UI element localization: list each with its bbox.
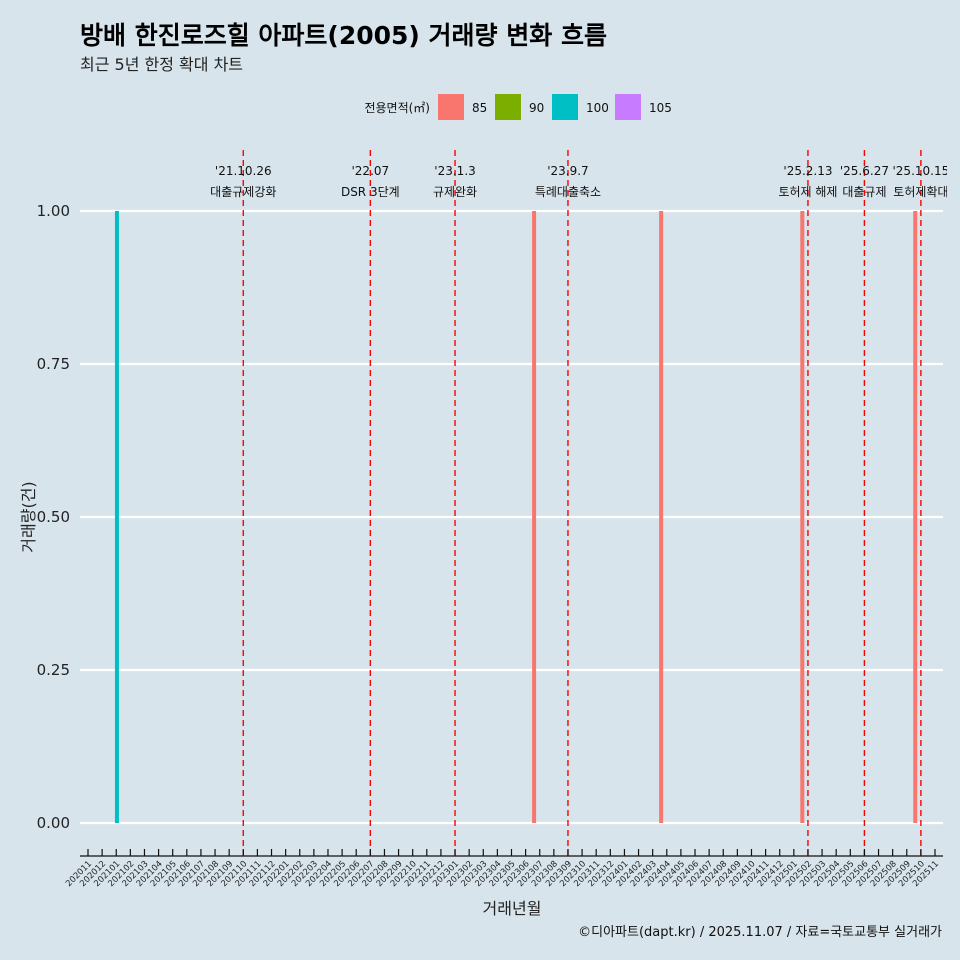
event-label: 규제완화	[433, 185, 477, 199]
bars	[114, 211, 918, 823]
event-date: '25.2.13	[783, 164, 832, 178]
bar-202403-85	[659, 211, 664, 823]
legend-swatch-85	[438, 94, 464, 120]
event-label: 토허제 해제	[778, 185, 837, 199]
event-label: 특례대출축소	[535, 185, 601, 199]
bar-202101-100	[114, 211, 119, 823]
event-date: '25.10.15	[893, 164, 950, 178]
event-date: '23.1.3	[434, 164, 475, 178]
x-axis-label: 거래년월	[483, 899, 542, 918]
legend-title: 전용면적(㎡)	[364, 101, 430, 115]
caption: ©디아파트(dapt.kr) / 2025.11.07 / 자료=국토교통부 실…	[578, 925, 942, 940]
legend-label-100: 100	[586, 101, 609, 115]
y-tick-label: 0.75	[37, 355, 70, 373]
y-tick-label: 1.00	[37, 202, 70, 220]
event-label: 토허제확대	[893, 185, 948, 199]
legend-label-105: 105	[649, 101, 672, 115]
event-date: '21.10.26	[215, 164, 272, 178]
event-date: '23.9.7	[547, 164, 588, 178]
y-tick-label: 0.00	[37, 814, 70, 832]
event-label: DSR 3단계	[341, 185, 400, 199]
y-tick-label: 0.25	[37, 661, 70, 679]
grid	[80, 209, 943, 825]
chart-title: 방배 한진로즈힐 아파트(2005) 거래량 변화 흐름	[80, 21, 607, 50]
legend: 전용면적(㎡) 85 90 100 105	[364, 94, 672, 120]
chart-subtitle: 최근 5년 한정 확대 차트	[80, 55, 243, 74]
y-axis: 0.00 0.25 0.50 0.75 1.00	[37, 202, 70, 832]
event-date: '22.07	[352, 164, 390, 178]
legend-swatch-100	[552, 94, 578, 120]
event-date: '25.6.27	[840, 164, 889, 178]
legend-swatch-90	[495, 94, 521, 120]
bar-202509-85	[913, 211, 918, 823]
legend-label-90: 90	[529, 101, 544, 115]
event-lines: '21.10.26 대출규제강화 '22.07 DSR 3단계 '23.1.3 규제완화 '…	[210, 150, 950, 855]
bar-202501-85	[800, 211, 805, 823]
event-label: 대출규제강화	[210, 185, 276, 199]
x-axis: 2020112020122021012021022021032021042021…	[64, 849, 943, 889]
event-label: 대출규제	[842, 185, 886, 199]
bar-202306-85	[532, 211, 537, 823]
legend-swatch-105	[615, 94, 641, 120]
y-tick-label: 0.50	[37, 508, 70, 526]
y-axis-label: 거래량(건)	[19, 481, 38, 552]
legend-label-85: 85	[472, 101, 487, 115]
